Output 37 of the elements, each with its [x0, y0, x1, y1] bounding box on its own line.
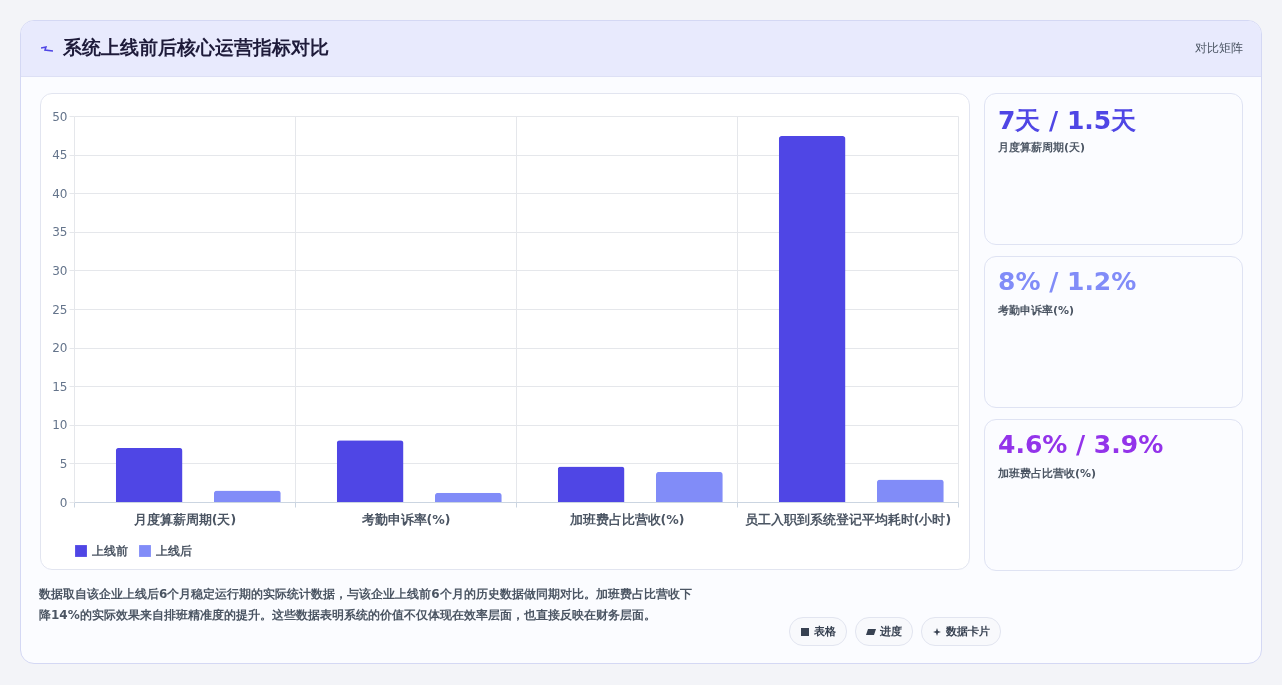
text: 4.6% / 3.9%: [998, 430, 1164, 459]
text: 月度算薪周期(天): [998, 140, 1086, 155]
y-tick-label: 25: [52, 302, 68, 317]
y-tick-label: 30: [52, 263, 68, 278]
x-tick-label: 考勤申诉率(%): [360, 511, 451, 527]
y-tick-label: 40: [52, 186, 68, 201]
text: 数据取自该企业上线后6个月稳定运行期的实际统计数据，与该企业上线前6个月的历史数据做同期对比。加班费占比营收下降14%的实际效果来自排班精准度的提升。这些数据表明系统的价值不仅体现在效率层面，也直接反映在财务层面。: [39, 586, 693, 624]
chart-title: 系统上线前后核心运营指标对比: [63, 35, 329, 60]
x-tick-label: 加班费占比营收(%): [568, 511, 685, 527]
legend-label: 上线后: [155, 544, 192, 558]
text: 7天 / 1.5天: [998, 105, 1137, 137]
text: 8% / 1.2%: [998, 267, 1137, 296]
bar: [115, 447, 183, 502]
y-tick-label: 0: [59, 495, 68, 510]
text: 表格: [814, 624, 836, 639]
bar: [336, 440, 404, 502]
text: 对比矩阵: [1195, 40, 1243, 57]
y-tick-label: 15: [52, 379, 68, 394]
bar: [434, 492, 502, 502]
y-tick-label: 45: [52, 148, 68, 163]
y-tick-label: 10: [52, 418, 68, 433]
bar: [778, 136, 846, 502]
x-tick-label: 月度算薪周期(天): [132, 511, 237, 527]
text: 加班费占比营收(%): [998, 466, 1097, 481]
bar: [213, 490, 281, 502]
x-tick-label: 员工入职到系统登记平均耗时(小时): [744, 511, 952, 527]
bar: [557, 466, 625, 502]
y-tick-label: 50: [52, 109, 68, 124]
legend-label: 上线前: [91, 544, 128, 558]
bar: [655, 471, 723, 502]
text: 进度: [880, 624, 902, 639]
text: 考勤申诉率(%): [998, 303, 1075, 318]
text: 数据卡片: [946, 624, 990, 639]
y-tick-label: 20: [52, 341, 68, 356]
y-tick-label: 35: [52, 225, 68, 240]
bar: [876, 479, 944, 502]
y-tick-label: 5: [59, 456, 68, 471]
